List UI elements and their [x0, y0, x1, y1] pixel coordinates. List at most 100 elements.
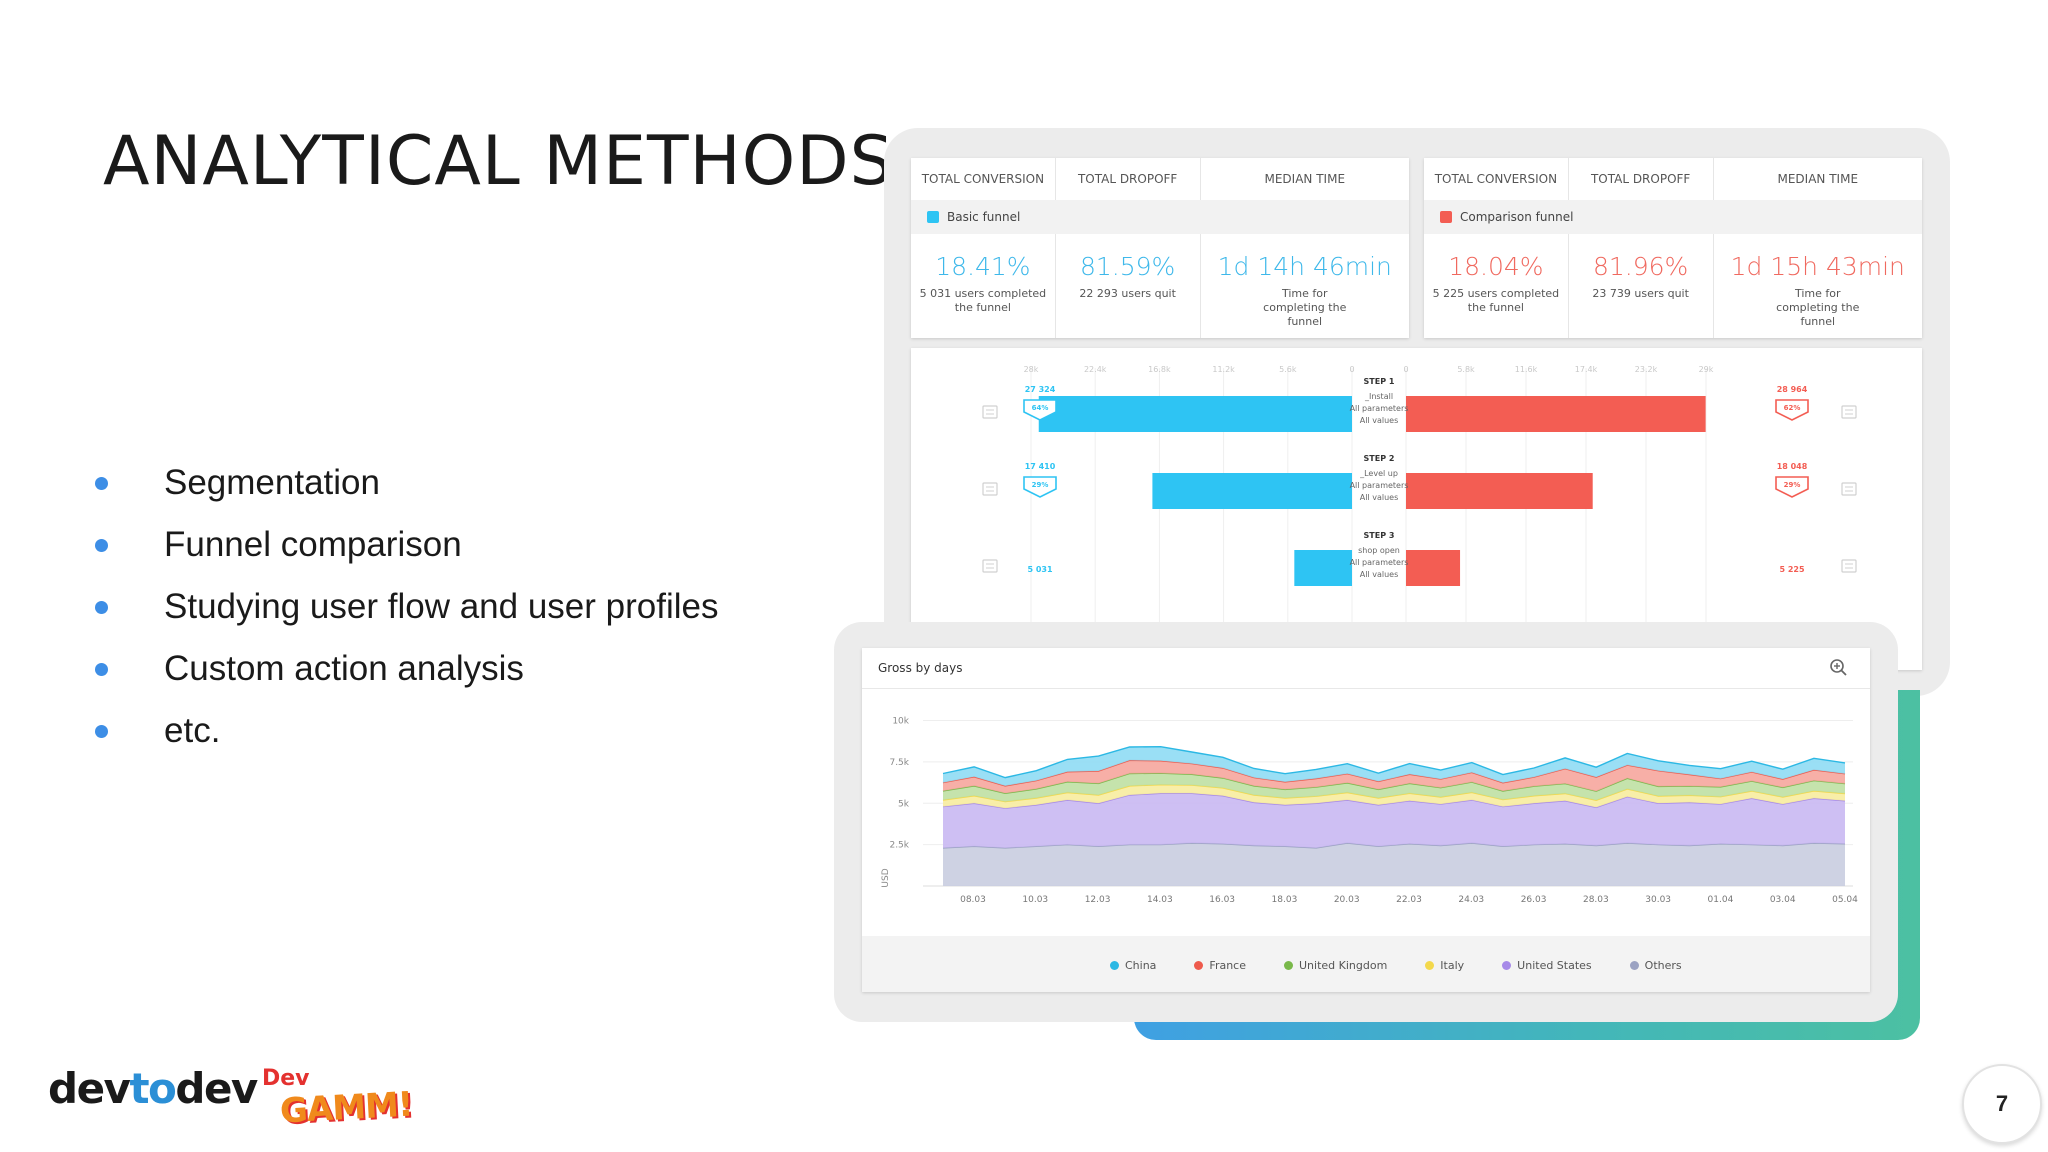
- comparison-funnel-label: Comparison funnel: [1460, 210, 1574, 224]
- area-italy: [943, 784, 1845, 809]
- funnel-step-label: All parameters: [1350, 558, 1409, 567]
- funnel-bar-basic: [1294, 550, 1352, 586]
- logo-part: to: [129, 1064, 176, 1113]
- bullet-dot-icon: [95, 725, 108, 738]
- funnel-bars-card: 28k 22.4k 16.8k 11.2k 5.6k 0 0 5.8k 11.6k 17.4k 23…: [911, 348, 1922, 670]
- line-united-kingdom: [942, 772, 1846, 795]
- stats-header: TOTAL CONVERSION TOTAL DROPOFF MEDIAN TI…: [1424, 158, 1922, 200]
- funnel-bar-basic: [1038, 396, 1352, 432]
- basic-median-sub: Time for completing the funnel: [1263, 287, 1347, 328]
- funnel-step-label: shop open: [1358, 546, 1400, 555]
- x-tick-label: 03.04: [1770, 895, 1796, 905]
- funnel-right-pct: 29%: [1784, 481, 1801, 489]
- funnel-step-label: _Install: [1364, 392, 1393, 401]
- basic-conversion-value: 18.41%: [935, 252, 1031, 281]
- bullet-list: Segmentation Funnel comparison Studying …: [92, 458, 718, 768]
- header-total-dropoff: TOTAL DROPOFF: [1056, 158, 1201, 200]
- comparison-funnel-stats-card: TOTAL CONVERSION TOTAL DROPOFF MEDIAN TI…: [1424, 158, 1922, 338]
- x-tick-label: 24.03: [1458, 895, 1484, 905]
- funnel-step-label: All values: [1360, 493, 1398, 502]
- legend-label: France: [1209, 959, 1246, 972]
- note-icon-frame: [982, 559, 998, 573]
- left-axis-tick: 0: [1349, 365, 1354, 374]
- bullet-item: Custom action analysis: [92, 644, 718, 706]
- bullet-dot-icon: [95, 663, 108, 676]
- bullet-item: Segmentation: [92, 458, 718, 520]
- x-tick-label: 01.04: [1708, 895, 1734, 905]
- legend-item-italy[interactable]: Italy: [1425, 959, 1464, 972]
- bullet-item: Funnel comparison: [92, 520, 718, 582]
- funnel-bar-basic: [1152, 473, 1352, 509]
- funnel-step-label: STEP 2: [1364, 454, 1395, 463]
- right-axis-tick: 17.4k: [1575, 365, 1598, 374]
- stats-header: TOTAL CONVERSION TOTAL DROPOFF MEDIAN TI…: [911, 158, 1409, 200]
- x-tick-label: 28.03: [1583, 895, 1609, 905]
- legend-item-united-states[interactable]: United States: [1502, 959, 1592, 972]
- basic-funnel-swatch-icon: [927, 211, 939, 223]
- legend-item-others[interactable]: Others: [1629, 959, 1682, 972]
- comparison-funnel-swatch-icon: [1440, 211, 1452, 223]
- basic-conversion-sub: 5 031 users completed the funnel: [919, 287, 1047, 314]
- logo-part: dev: [175, 1064, 258, 1113]
- note-icon-frame: [982, 405, 998, 419]
- note-icon-frame: [1841, 482, 1857, 496]
- bullet-text: Segmentation: [164, 463, 380, 502]
- note-icon: [982, 482, 998, 496]
- basic-funnel-legend: Basic funnel: [911, 200, 1409, 234]
- funnel-step-label: STEP 3: [1364, 531, 1395, 540]
- gross-header-divider: [862, 688, 1870, 689]
- line-china: [942, 745, 1846, 779]
- legend-item-united-kingdom[interactable]: United Kingdom: [1284, 959, 1387, 972]
- legend-dot-icon: [1629, 961, 1639, 970]
- note-icon-frame: [982, 482, 998, 496]
- basic-conversion-cell: 18.41% 5 031 users completed the funnel: [911, 234, 1056, 338]
- gross-legend-bar: [862, 936, 1870, 992]
- legend-item-france[interactable]: France: [1194, 959, 1246, 972]
- x-tick-label: 10.03: [1022, 895, 1048, 905]
- header-total-dropoff: TOTAL DROPOFF: [1569, 158, 1714, 200]
- funnel-left-count: 5 031: [1027, 565, 1052, 574]
- page-number: 7: [1962, 1064, 2042, 1144]
- comparison-funnel-legend: Comparison funnel: [1424, 200, 1922, 234]
- left-axis-tick: 11.2k: [1212, 365, 1235, 374]
- funnel-left-count: 17 410: [1025, 462, 1056, 471]
- legend-item-china[interactable]: China: [1110, 959, 1156, 972]
- comparison-dropoff-sub: 23 739 users quit: [1592, 287, 1689, 300]
- bullet-dot-icon: [95, 601, 108, 614]
- funnel-left-count: 27 324: [1025, 385, 1056, 394]
- note-icon: [982, 405, 998, 419]
- bullet-text: Funnel comparison: [164, 525, 462, 564]
- bullet-text: Studying user flow and user profiles: [164, 587, 719, 626]
- x-tick-label: 14.03: [1147, 895, 1173, 905]
- left-axis-tick: 22.4k: [1084, 365, 1107, 374]
- gross-chart-card: Gross by days 2.5k 5k 7.5k 10k USD 08.03 10.03…: [862, 648, 1870, 992]
- comparison-conversion-value: 18.04%: [1448, 252, 1544, 281]
- x-tick-label: 12.03: [1085, 895, 1111, 905]
- area-united-states: [943, 793, 1845, 848]
- zoom-in-icon[interactable]: [1829, 658, 1849, 678]
- conversion-badge-icon: [1023, 399, 1057, 421]
- funnel-bar-comparison: [1406, 396, 1706, 432]
- funnel-step-label: All values: [1360, 570, 1398, 579]
- funnel-right-count: 5 225: [1779, 565, 1804, 574]
- x-tick-label: 18.03: [1272, 895, 1298, 905]
- basic-funnel-stats-card: TOTAL CONVERSION TOTAL DROPOFF MEDIAN TI…: [911, 158, 1409, 338]
- x-tick-label: 22.03: [1396, 895, 1422, 905]
- right-axis-tick: 11.6k: [1515, 365, 1538, 374]
- right-axis-tick: 0: [1403, 365, 1408, 374]
- area-china: [943, 746, 1845, 786]
- comparison-median-value: 1d 15h 43min: [1730, 252, 1905, 281]
- basic-dropoff-cell: 81.59% 22 293 users quit: [1056, 234, 1201, 338]
- basic-dropoff-value: 81.59%: [1079, 252, 1176, 281]
- funnel-step-label: All parameters: [1350, 481, 1409, 490]
- basic-dropoff-sub: 22 293 users quit: [1079, 287, 1176, 300]
- legend-label: Others: [1644, 959, 1682, 972]
- legend-label: United Kingdom: [1299, 959, 1388, 972]
- left-axis-tick: 5.6k: [1279, 365, 1297, 374]
- conversion-badge-icon: [1023, 476, 1057, 498]
- funnel-bar-chart: 28k 22.4k 16.8k 11.2k 5.6k 0 0 5.8k 11.6k 17.4k 23…: [982, 365, 1857, 670]
- y-tick-label: 7.5k: [889, 758, 909, 768]
- funnel-bar-comparison: [1406, 473, 1593, 509]
- legend-label: United States: [1517, 959, 1592, 972]
- header-median-time: MEDIAN TIME: [1777, 172, 1859, 186]
